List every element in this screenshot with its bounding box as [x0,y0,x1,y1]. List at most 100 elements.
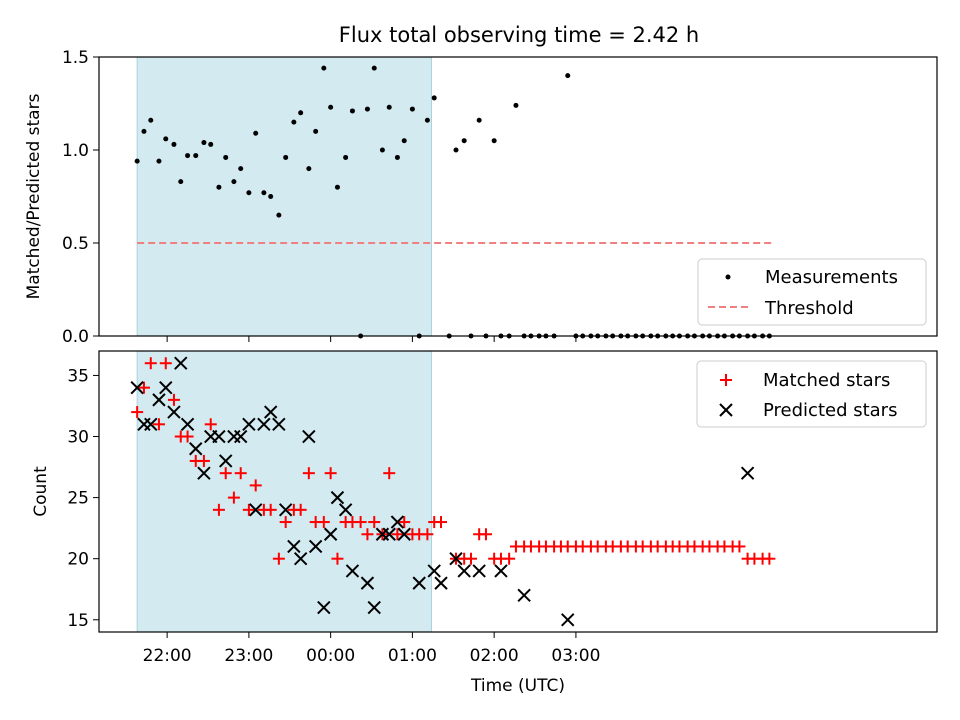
matched-stars-point [503,552,516,565]
ratio-y-tick-label: 1.5 [62,48,89,68]
ratio-panel: 0.0 0.5 1.0 1.5 Matched/Predicted stars [24,48,938,347]
predicted-stars-point [382,527,396,541]
x-b [472,564,486,578]
x-b [152,393,166,407]
x-b [308,539,323,554]
matched-stars-point [317,516,330,529]
predicted-stars-point [457,564,471,578]
x-b [338,503,353,517]
predicted-stars-point [197,466,211,480]
predicted-stars-point [234,429,248,444]
predicted-stars-point [367,600,381,615]
count-frame [98,350,938,633]
count-x-tick-label: 22:00 [143,646,192,666]
predicted-stars-point [248,503,263,517]
x-b [159,380,173,395]
measurement-point [193,153,199,159]
count-legend-box [696,360,927,428]
predicted-stars-point [412,576,426,590]
predicted-stars-point [345,564,360,578]
measurement-point [394,154,400,160]
measurement-point [306,166,312,172]
predicted-stars-point [561,613,575,627]
matched-stars-point [294,503,307,516]
x-b [212,429,226,444]
count-legend: Matched stars Predicted stars [696,360,927,428]
measurement-point [231,179,237,185]
measurement-point [253,130,259,136]
matched-stars-point [479,528,492,541]
predicted-stars-point [130,380,144,395]
predicted-stars-point [278,503,293,517]
x-b [234,429,248,444]
measurement-point [238,166,244,172]
ratio-series-dot [134,65,772,339]
measurement-point [313,128,319,134]
x-b [390,515,405,529]
x-b [302,429,316,444]
predicted-legend-marker [719,403,733,417]
count-y-tick-label: 20 [67,550,89,570]
matched-stars-point [131,406,144,419]
count-x-tick-label: 02:00 [470,646,519,666]
matched-stars-point [354,516,367,529]
matched-stars-point [302,467,315,480]
ratio-y-tick-label: 0.5 [62,234,89,254]
predicted-stars-point [180,417,195,432]
count-series-x [130,356,755,627]
ratio-frame [98,56,938,337]
measurement-point [461,138,467,144]
measurement-point [371,65,377,71]
measurement-point [401,138,407,144]
predicted-stars-point [152,393,166,407]
predicted-stars-point [323,527,338,541]
predicted-stars-point [390,515,405,529]
count-y-tick-label: 30 [67,428,89,448]
x-b [427,564,441,578]
x-b [517,588,531,603]
x-b [144,417,158,432]
ratio-shaded-region [137,57,432,336]
x-b [197,466,211,480]
measurement-point [291,119,297,125]
predicted-stars-point [167,405,181,419]
count-y-axis-label: Count [31,466,51,517]
x-b [317,600,331,615]
predicted-stars-point [330,490,345,505]
measurement-point [171,141,177,147]
predicted-stars-point [302,429,316,444]
x-b [360,576,375,590]
measurement-point [246,190,252,196]
matched-stars-point [264,503,277,516]
x-b [323,527,338,541]
measurement-point [208,141,214,147]
ratio-y-tick-label: 0.0 [62,327,89,347]
predicted-stars-point [287,539,301,554]
measurement-point [321,65,327,71]
predicted-stars-point [219,454,233,468]
x-b [180,417,195,432]
predicted-stars-point [293,551,308,566]
predicted-stars-point [159,380,173,395]
measurement-point [513,102,519,108]
measurement-point [223,154,229,160]
predicted-stars-point [517,588,531,603]
x-b [272,417,286,432]
predicted-stars-point [740,466,755,480]
x-b [561,613,575,627]
measurement-point [148,117,154,123]
predicted-stars-point [263,405,278,419]
matched-stars-point [152,418,165,431]
x-b [449,551,463,566]
x-b [248,503,263,517]
count-panel: 15 20 25 30 35 Count 22:00 23:00 00:00 01:00 02:00… [31,350,938,696]
predicted-stars-point [144,417,158,432]
predicted-stars-point [308,539,323,554]
ratio-legend-box [697,258,927,326]
measurement-point [276,212,282,218]
measurement-point [141,128,147,134]
matched-stars-point [159,357,172,370]
count-shaded-region [137,351,432,632]
count-y-tick-label: 25 [67,489,89,509]
matched-stars-point [144,357,157,370]
